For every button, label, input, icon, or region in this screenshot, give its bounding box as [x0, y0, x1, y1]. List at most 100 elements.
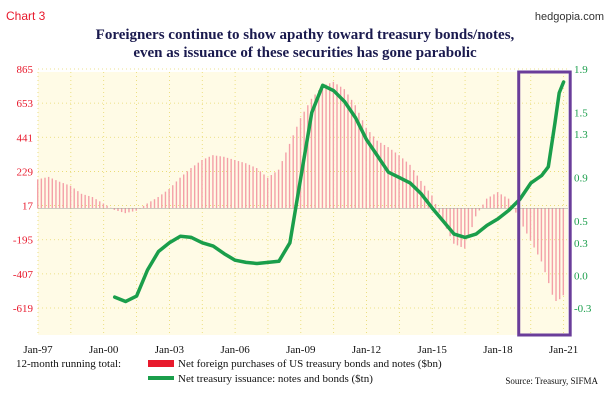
bar: [482, 204, 484, 209]
y-axis-right: 1.9 1.5 1.3 0.9 0.5 0.3 0.0 -0.3: [574, 64, 592, 315]
bar: [365, 127, 367, 209]
y-tick-left: -195: [13, 235, 34, 247]
y-tick-right: 0.9: [574, 173, 588, 185]
bar: [529, 208, 532, 241]
bar: [219, 156, 221, 209]
bar: [376, 140, 378, 209]
bar: [281, 161, 283, 209]
bar: [540, 208, 543, 262]
issuance-line: [112, 80, 566, 304]
bar: [172, 185, 174, 209]
bar: [453, 208, 455, 244]
bar: [343, 89, 346, 209]
bar: [234, 159, 236, 209]
bar: [310, 98, 313, 209]
bar: [493, 194, 495, 209]
y-tick-left: -407: [13, 269, 34, 281]
bar: [329, 83, 331, 209]
bar: [248, 164, 251, 209]
bar: [398, 155, 400, 209]
bar: [245, 163, 247, 209]
bar: [153, 199, 156, 209]
bar: [73, 188, 75, 209]
bar: [471, 208, 473, 228]
y-tick-left: -619: [13, 303, 34, 315]
bar: [537, 208, 539, 255]
chart-title: Foreigners continue to show apathy towar…: [96, 27, 515, 43]
bar: [485, 198, 488, 209]
bar: [522, 208, 524, 227]
bar: [263, 174, 265, 209]
y-tick-left: 17: [22, 201, 34, 213]
bar: [128, 208, 130, 213]
bar: [500, 194, 502, 209]
y-tick-right: 1.3: [574, 129, 588, 141]
bar: [99, 201, 101, 209]
bar: [372, 136, 375, 209]
bar: [507, 198, 510, 209]
bar: [402, 158, 404, 209]
x-tick: Jan-09: [286, 344, 316, 356]
bar: [354, 105, 356, 209]
bar: [358, 112, 360, 209]
bar: [548, 208, 550, 284]
x-tick: Jan-15: [418, 344, 448, 356]
bar: [157, 197, 159, 209]
bar: [307, 105, 309, 209]
bar: [179, 177, 181, 209]
y-tick-left: 229: [17, 166, 34, 178]
source-note: Source: Treasury, SIFMA: [505, 376, 598, 386]
bar: [175, 181, 178, 209]
plot-area: [38, 72, 568, 335]
bar: [44, 177, 46, 209]
bar: [336, 84, 338, 209]
bar: [387, 147, 389, 209]
bar: [391, 149, 393, 209]
x-tick: Jan-06: [220, 344, 250, 356]
bar: [204, 158, 207, 209]
bar: [62, 183, 64, 209]
bar: [489, 196, 492, 209]
bar: [88, 195, 90, 209]
bar: [55, 180, 57, 209]
x-tick: Jan-03: [155, 344, 185, 356]
bar: [460, 208, 462, 247]
bar: [496, 192, 499, 209]
bar: [442, 208, 444, 222]
x-tick: Jan-00: [89, 344, 119, 356]
bar: [135, 208, 137, 211]
bar: [102, 203, 105, 209]
bar: [120, 208, 123, 213]
bar: [106, 205, 108, 209]
bar: [146, 203, 148, 209]
bar: [299, 118, 302, 209]
bar: [350, 99, 353, 209]
bar: [95, 199, 97, 209]
bar: [361, 120, 364, 209]
bar: [288, 143, 291, 209]
bar: [412, 170, 415, 209]
x-tick: Jan-21: [549, 344, 578, 356]
bar: [183, 174, 185, 209]
bar: [241, 162, 243, 209]
bar: [332, 81, 335, 209]
bar: [270, 175, 273, 209]
x-tick: Jan-97: [23, 344, 53, 356]
bar: [226, 157, 229, 209]
bar: [256, 168, 258, 209]
highlight-box: [517, 70, 572, 337]
x-tick: Jan-18: [483, 344, 513, 356]
bar: [314, 94, 316, 209]
bar: [383, 144, 386, 209]
y-axis-left: 865 653 441 229 17 -195 -407 -619: [13, 64, 34, 315]
bar: [515, 208, 517, 213]
bar: [318, 90, 320, 209]
bar: [252, 166, 254, 209]
legend-prefix: 12-month running total:: [16, 358, 121, 370]
bar: [475, 208, 477, 217]
legend-label-bars: Net foreign purchases of US treasury bon…: [178, 358, 442, 370]
bar: [409, 164, 411, 209]
bar: [405, 161, 408, 209]
chart-subtitle: even as issuance of these securities has…: [133, 45, 477, 61]
